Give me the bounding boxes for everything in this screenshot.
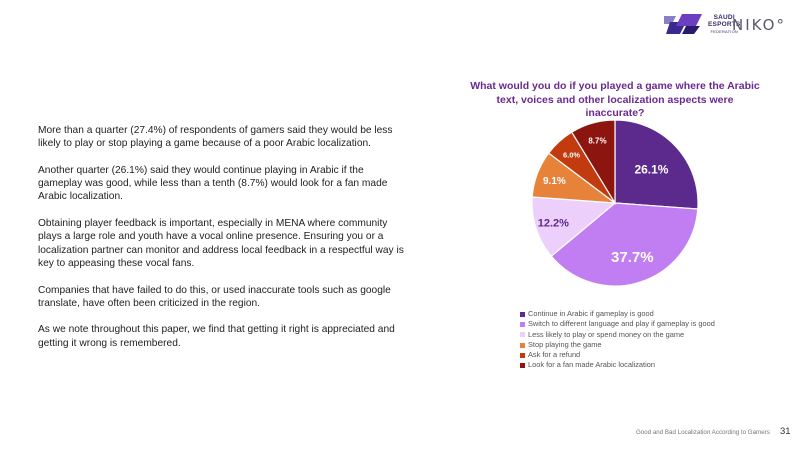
- paragraph: More than a quarter (27.4%) of responden…: [38, 125, 393, 150]
- legend-swatch: [520, 363, 525, 369]
- legend-label: Ask for a refund: [528, 350, 581, 360]
- legend-swatch: [520, 321, 525, 327]
- body-text: More than a quarter (27.4%) of responden…: [38, 124, 408, 363]
- legend-label: Stop playing the game: [528, 339, 602, 349]
- pie-slice-label: 12.2%: [538, 218, 569, 230]
- pie-slice-label: 37.7%: [611, 249, 654, 266]
- legend-item: Less likely to play or spend money on th…: [520, 330, 715, 340]
- legend-label: Continue in Arabic if gameplay is good: [528, 309, 654, 318]
- pie-slice-label: 6.0%: [563, 151, 580, 160]
- pie-chart: 26.1% 37.7% 12.2% 9.1% 6.0% 8.7%: [531, 119, 699, 287]
- pie-slice-label: 26.1%: [634, 162, 668, 176]
- chart-legend: Continue in Arabic if gameplay is good Sw…: [520, 309, 715, 371]
- paragraph: Obtaining player feedback is important, …: [38, 218, 404, 269]
- legend-swatch: [520, 332, 525, 338]
- legend-swatch: [520, 352, 525, 358]
- paragraph: As we note throughout this paper, we fin…: [38, 324, 395, 349]
- saudi-esports-logo-icon: [664, 14, 702, 34]
- legend-swatch: [520, 342, 525, 348]
- footer-caption: Good and Bad Localization According to G…: [636, 429, 770, 436]
- pie-slice: [531, 196, 617, 258]
- chart-title: What would you do if you played a game w…: [470, 80, 760, 119]
- pie-slice-label: 8.7%: [588, 136, 606, 145]
- legend-swatch: [520, 311, 525, 317]
- pie-slice: [570, 119, 616, 206]
- legend-item: Stop playing the game: [520, 340, 715, 350]
- legend-label: Less likely to play or spend money on th…: [528, 329, 685, 339]
- page-number: 31: [780, 426, 791, 437]
- pie-slice: [614, 119, 699, 210]
- paragraph: Another quarter (26.1%) said they would …: [38, 164, 388, 203]
- legend-item: Switch to different language and play if…: [520, 319, 715, 329]
- legend-label: Switch to different language and play if…: [528, 319, 715, 329]
- pie-slice: [550, 202, 699, 287]
- legend-label: Look for a fan made Arabic localization: [528, 360, 655, 370]
- pie-slice-label: 9.1%: [543, 176, 566, 187]
- niko-wordmark: NIKO°: [732, 16, 786, 34]
- legend-item: Continue in Arabic if gameplay is good: [520, 309, 715, 319]
- saudi-esports-wordmark: SAUDI ESPORTS FEDERATION: [708, 14, 741, 34]
- legend-item: Ask for a refund: [520, 350, 715, 360]
- paragraph: Companies that have failed to do this, o…: [38, 284, 391, 309]
- legend-item: Look for a fan made Arabic localization: [520, 360, 715, 370]
- logo: SAUDI ESPORTS FEDERATION NIKO°: [662, 12, 784, 38]
